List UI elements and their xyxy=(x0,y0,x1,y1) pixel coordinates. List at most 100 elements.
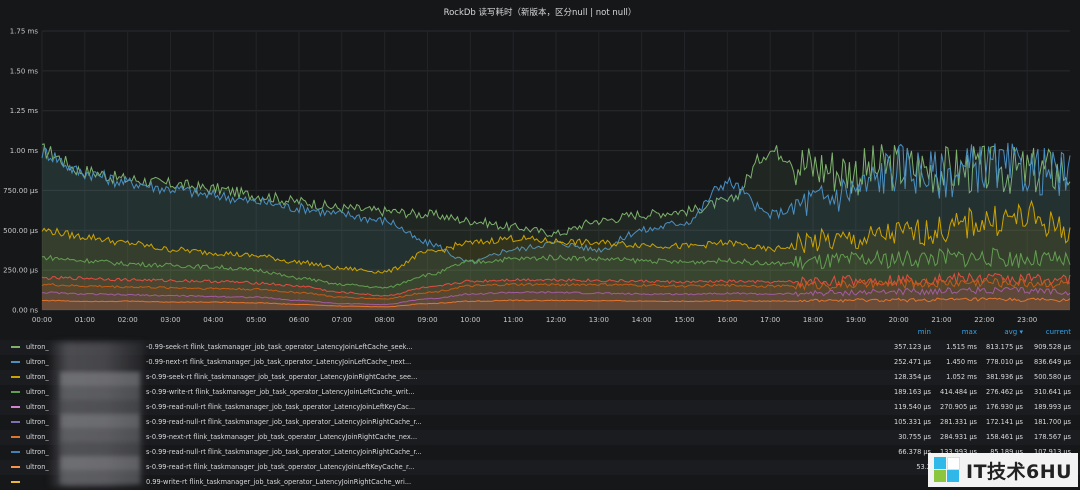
series-line[interactable] xyxy=(41,247,1071,289)
legend-value-min: 189.163 µs xyxy=(894,388,931,396)
watermark-logo-icon xyxy=(934,457,960,483)
x-tick-label: 21:00 xyxy=(931,316,951,324)
y-tick-label: 1.50 ms xyxy=(10,67,39,75)
legend-series-prefix: ultron_ xyxy=(26,373,49,381)
legend-swatch xyxy=(11,346,20,348)
x-tick-label: 03:00 xyxy=(160,316,180,324)
legend-series-name: -0.99-seek-rt flink_taskmanager_job_task… xyxy=(146,343,413,351)
watermark: IT技术6HU xyxy=(928,453,1078,487)
legend-value-current: 107.913 µs xyxy=(1034,448,1071,456)
legend-row[interactable]: ultron_ s-0.99-read-null-rt flink_taskman… xyxy=(0,445,1080,460)
legend-value-min: 30.755 µs xyxy=(898,433,931,441)
legend-series-name: s-0.99-read-null-rt flink_taskmanager_jo… xyxy=(146,403,416,411)
series-line[interactable] xyxy=(41,142,1071,265)
legend-series-name: s-0.99-read-null-rt flink_taskmanager_jo… xyxy=(146,448,422,456)
legend-swatch xyxy=(11,361,20,363)
x-tick-label: 02:00 xyxy=(118,316,138,324)
legend-value-current: 909.528 µs xyxy=(1034,343,1071,351)
x-tick-label: 10:00 xyxy=(460,316,480,324)
legend-series-prefix: ultron_ xyxy=(26,343,49,351)
legend-value-min: 66.378 µs xyxy=(898,448,931,456)
legend-value-current: 189.993 µs xyxy=(1034,403,1071,411)
legend-series-prefix: ultron_ xyxy=(26,448,49,456)
legend-row[interactable]: 0.99-write-rt flink_taskmanager_job_task… xyxy=(0,475,1080,490)
legend-value-max: 1.515 ms xyxy=(946,343,977,351)
legend-value-avg: 276.462 µs xyxy=(986,388,1023,396)
legend-swatch xyxy=(11,421,20,423)
legend-value-avg: 85.189 µs xyxy=(990,448,1023,456)
legend-row[interactable]: ultron_ s-0.99-read-null-rt flink_taskman… xyxy=(0,415,1080,430)
x-tick-label: 12:00 xyxy=(546,316,566,324)
series-line[interactable] xyxy=(41,297,1071,308)
legend-series-name: s-0.99-read-null-rt flink_taskmanager_jo… xyxy=(146,418,422,426)
legend-series-name: s-0.99-read-rt flink_taskmanager_job_tas… xyxy=(146,463,415,471)
x-tick-label: 20:00 xyxy=(889,316,909,324)
legend-series-prefix: ultron_ xyxy=(26,418,49,426)
legend-value-max: 284.931 µs xyxy=(940,433,977,441)
legend-value-max: 1.450 ms xyxy=(946,358,977,366)
legend-col-current[interactable]: current xyxy=(1045,328,1071,336)
legend-value-max: 1.052 ms xyxy=(946,373,977,381)
x-tick-label: 19:00 xyxy=(846,316,866,324)
legend-value-max: 133.993 µs xyxy=(940,448,977,456)
legend-row[interactable]: ultron_ s-0.99-read-rt flink_taskmanager_… xyxy=(0,460,1080,475)
y-axis: 0.00 ns 250.00 µs 500.00 µs 750.00 µs 1.00 m… xyxy=(3,28,38,315)
legend-col-max[interactable]: max xyxy=(961,328,977,336)
legend-swatch xyxy=(11,481,20,483)
legend-value-avg: 778.010 µs xyxy=(986,358,1023,366)
series-line[interactable] xyxy=(41,285,1071,306)
series-line[interactable] xyxy=(41,276,1071,300)
x-tick-label: 00:00 xyxy=(32,316,52,324)
x-axis: 00:00 01:00 02:00 03:00 04:00 05:00 06:00 07:00… xyxy=(32,316,1037,324)
x-tick-label: 01:00 xyxy=(75,316,95,324)
chart-grid xyxy=(41,30,1070,311)
legend-value-min: 357.123 µs xyxy=(894,343,931,351)
x-tick-label: 22:00 xyxy=(974,316,994,324)
x-tick-label: 06:00 xyxy=(289,316,309,324)
panel-title: RockDb 读写耗时（新版本，区分null | not null） xyxy=(443,8,637,18)
legend-swatch xyxy=(11,376,20,378)
legend-value-min: 252.471 µs xyxy=(894,358,931,366)
legend-value-avg: 381.936 µs xyxy=(986,373,1023,381)
legend-series-name: s-0.99-seek-rt flink_taskmanager_job_tas… xyxy=(146,373,418,381)
legend-row[interactable]: ultron_ -0.99-next-rt flink_taskmanager_j… xyxy=(0,355,1080,370)
legend-value-avg: 813.175 µs xyxy=(986,343,1023,351)
series-area xyxy=(42,278,1070,310)
legend-swatch xyxy=(11,406,20,408)
legend-value-min: 119.540 µs xyxy=(894,403,931,411)
x-tick-label: 16:00 xyxy=(717,316,737,324)
legend-series-name: s-0.99-write-rt flink_taskmanager_job_ta… xyxy=(146,388,415,396)
y-tick-label: 1.75 ms xyxy=(10,28,39,36)
legend-series-prefix: ultron_ xyxy=(26,403,49,411)
legend-col-avg[interactable]: avg ▾ xyxy=(1004,328,1023,336)
x-tick-label: 15:00 xyxy=(674,316,694,324)
series-line[interactable] xyxy=(41,271,1071,297)
legend-series-prefix: ultron_ xyxy=(26,358,49,366)
x-tick-label: 23:00 xyxy=(1017,316,1037,324)
legend-series-name: -0.99-next-rt flink_taskmanager_job_task… xyxy=(146,358,412,366)
legend-col-min[interactable]: min xyxy=(917,328,931,336)
legend-series-name: s-0.99-next-rt flink_taskmanager_job_tas… xyxy=(146,433,418,441)
legend-row[interactable]: ultron_ s-0.99-read-null-rt flink_taskman… xyxy=(0,400,1080,415)
legend-row[interactable]: ultron_ -0.99-seek-rt flink_taskmanager_j… xyxy=(0,340,1080,355)
legend-row[interactable]: ultron_ s-0.99-write-rt flink_taskmanager… xyxy=(0,385,1080,400)
x-tick-label: 18:00 xyxy=(803,316,823,324)
chart-series xyxy=(41,142,1071,310)
legend-row[interactable]: ultron_ s-0.99-seek-rt flink_taskmanager_… xyxy=(0,370,1080,385)
y-tick-label: 250.00 µs xyxy=(3,267,38,275)
legend-swatch xyxy=(11,391,20,393)
legend-series-prefix: ultron_ xyxy=(26,388,49,396)
legend-row[interactable]: ultron_ s-0.99-next-rt flink_taskmanager_… xyxy=(0,430,1080,445)
x-tick-label: 14:00 xyxy=(632,316,652,324)
watermark-text: IT技术6HU xyxy=(966,460,1073,483)
legend-table: ultron_ -0.99-seek-rt flink_taskmanager_j… xyxy=(0,340,1080,487)
y-tick-label: 1.00 ms xyxy=(10,147,39,155)
x-tick-label: 07:00 xyxy=(332,316,352,324)
legend-value-avg: 158.461 µs xyxy=(986,433,1023,441)
series-line[interactable] xyxy=(41,199,1071,274)
legend-value-min: 128.354 µs xyxy=(894,373,931,381)
x-tick-label: 04:00 xyxy=(203,316,223,324)
y-tick-label: 500.00 µs xyxy=(3,227,38,235)
legend-value-max: 281.331 µs xyxy=(940,418,977,426)
latency-chart: 0.00 ns 250.00 µs 500.00 µs 750.00 µs 1.00 m… xyxy=(3,28,1071,324)
